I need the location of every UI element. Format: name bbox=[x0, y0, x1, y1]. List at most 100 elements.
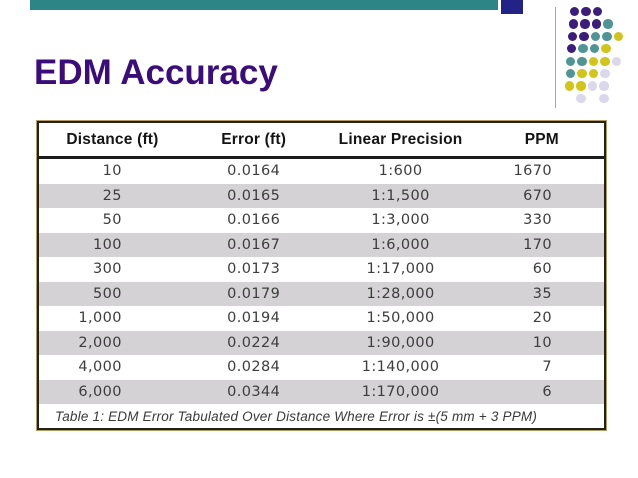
dot bbox=[592, 7, 603, 17]
dot bbox=[576, 93, 586, 103]
dot bbox=[603, 19, 613, 29]
table-cell: 10 bbox=[532, 334, 552, 351]
table-cell: 170 bbox=[523, 236, 552, 253]
dot bbox=[601, 44, 611, 54]
table-cell: 1:3,000 bbox=[371, 212, 430, 229]
table-row: 6,000 0.0344 1:170,000 6 bbox=[39, 379, 604, 404]
dot bbox=[566, 68, 576, 79]
dot-row bbox=[566, 56, 625, 69]
dot bbox=[570, 7, 580, 17]
table-cell: 6,000 bbox=[78, 383, 122, 400]
dot bbox=[600, 56, 610, 66]
table-row: 25 0.0165 1:1,500 670 bbox=[39, 183, 604, 208]
table-header-row: Distance (ft) Error (ft) Linear Precision P… bbox=[39, 123, 604, 159]
column-header: Distance (ft) bbox=[66, 130, 159, 148]
dot-row bbox=[567, 44, 625, 56]
dot bbox=[588, 56, 599, 66]
table-cell: 100 bbox=[93, 236, 122, 253]
dot-row bbox=[565, 81, 625, 93]
table-cell: 1:28,000 bbox=[366, 285, 435, 302]
table-row: 1,000 0.0194 1:50,000 20 bbox=[39, 306, 604, 331]
table-cell: 50 bbox=[102, 212, 122, 229]
top-accent-bar bbox=[30, 0, 498, 10]
table-row: 300 0.0173 1:17,000 60 bbox=[39, 257, 604, 282]
table-cell: 1:170,000 bbox=[361, 383, 440, 400]
table-cell: 1:6,000 bbox=[371, 236, 430, 253]
edm-accuracy-table: Distance (ft) Error (ft) Linear Precision P… bbox=[37, 121, 606, 430]
table-row: 500 0.0179 1:28,000 35 bbox=[39, 281, 604, 306]
dot bbox=[568, 31, 578, 41]
table-cell: 300 bbox=[93, 261, 122, 278]
dot bbox=[580, 19, 590, 29]
table-cell: 0.0179 bbox=[227, 285, 281, 302]
table-cell: 20 bbox=[532, 310, 552, 327]
table-row: 50 0.0166 1:3,000 330 bbox=[39, 208, 604, 233]
table-cell: 1,000 bbox=[78, 310, 122, 327]
table-cell: 1:17,000 bbox=[366, 261, 435, 278]
dot-pattern-decoration bbox=[565, 7, 625, 106]
dot bbox=[591, 19, 602, 29]
dot bbox=[600, 68, 610, 79]
dot bbox=[577, 56, 587, 66]
dot bbox=[613, 31, 624, 41]
dot bbox=[590, 31, 601, 41]
table-cell: 1:140,000 bbox=[361, 359, 440, 376]
dot-row bbox=[565, 93, 625, 106]
table-cell: 4,000 bbox=[78, 359, 122, 376]
table-cell: 6 bbox=[542, 383, 552, 400]
table-caption: Table 1: EDM Error Tabulated Over Distan… bbox=[55, 409, 538, 424]
column-header: Error (ft) bbox=[221, 130, 287, 148]
table-cell: 10 bbox=[102, 163, 122, 180]
table-cell: 0.0165 bbox=[227, 187, 281, 204]
dot bbox=[587, 81, 598, 91]
table-cell: 1670 bbox=[513, 163, 552, 180]
dot bbox=[588, 94, 597, 103]
table-cell: 0.0164 bbox=[227, 163, 281, 180]
table-cell: 670 bbox=[523, 187, 552, 204]
dot bbox=[578, 44, 588, 54]
dot bbox=[567, 44, 577, 54]
table-cell: 25 bbox=[102, 187, 122, 204]
table-body: 10 0.0164 1:600 1670 25 0.0165 1:1,500 670 50 0.0… bbox=[39, 159, 604, 404]
table-cell: 1:90,000 bbox=[366, 334, 435, 351]
table-cell: 1:600 bbox=[378, 163, 423, 180]
dot-row bbox=[566, 68, 625, 81]
slide-title: EDM Accuracy bbox=[34, 53, 278, 92]
table-row: 4,000 0.0284 1:140,000 7 bbox=[39, 355, 604, 380]
dot bbox=[599, 81, 609, 91]
table-cell: 2,000 bbox=[78, 334, 122, 351]
dot bbox=[577, 68, 587, 79]
table-cell: 0.0167 bbox=[227, 236, 281, 253]
table-cell: 7 bbox=[542, 359, 552, 376]
dot bbox=[566, 56, 576, 66]
dot bbox=[565, 81, 575, 91]
table-cell: 0.0173 bbox=[227, 261, 281, 278]
table-cell: 0.0284 bbox=[227, 359, 281, 376]
column-header: PPM bbox=[524, 130, 559, 148]
table-cell: 0.0344 bbox=[227, 383, 281, 400]
dot bbox=[611, 56, 622, 66]
table-cell: 1:50,000 bbox=[366, 310, 435, 327]
top-accent-square bbox=[501, 0, 523, 14]
table-cell: 1:1,500 bbox=[371, 187, 430, 204]
table-cell: 0.0194 bbox=[227, 310, 281, 327]
dot-row bbox=[569, 19, 625, 31]
dot bbox=[576, 81, 586, 91]
dot-row bbox=[568, 31, 625, 44]
table-cell: 35 bbox=[532, 285, 552, 302]
table-row: 2,000 0.0224 1:90,000 10 bbox=[39, 330, 604, 355]
dot bbox=[602, 31, 612, 41]
dot bbox=[589, 44, 600, 54]
dot bbox=[599, 93, 609, 103]
table-cell: 60 bbox=[532, 261, 552, 278]
dots-divider-line bbox=[555, 7, 556, 108]
table-row: 100 0.0167 1:6,000 170 bbox=[39, 232, 604, 257]
dot bbox=[581, 7, 591, 17]
dot bbox=[565, 94, 574, 103]
dot bbox=[588, 68, 599, 79]
table-row: 10 0.0164 1:600 1670 bbox=[39, 159, 604, 184]
table-cell: 0.0224 bbox=[227, 334, 281, 351]
dot bbox=[579, 31, 589, 41]
table-cell: 500 bbox=[93, 285, 122, 302]
